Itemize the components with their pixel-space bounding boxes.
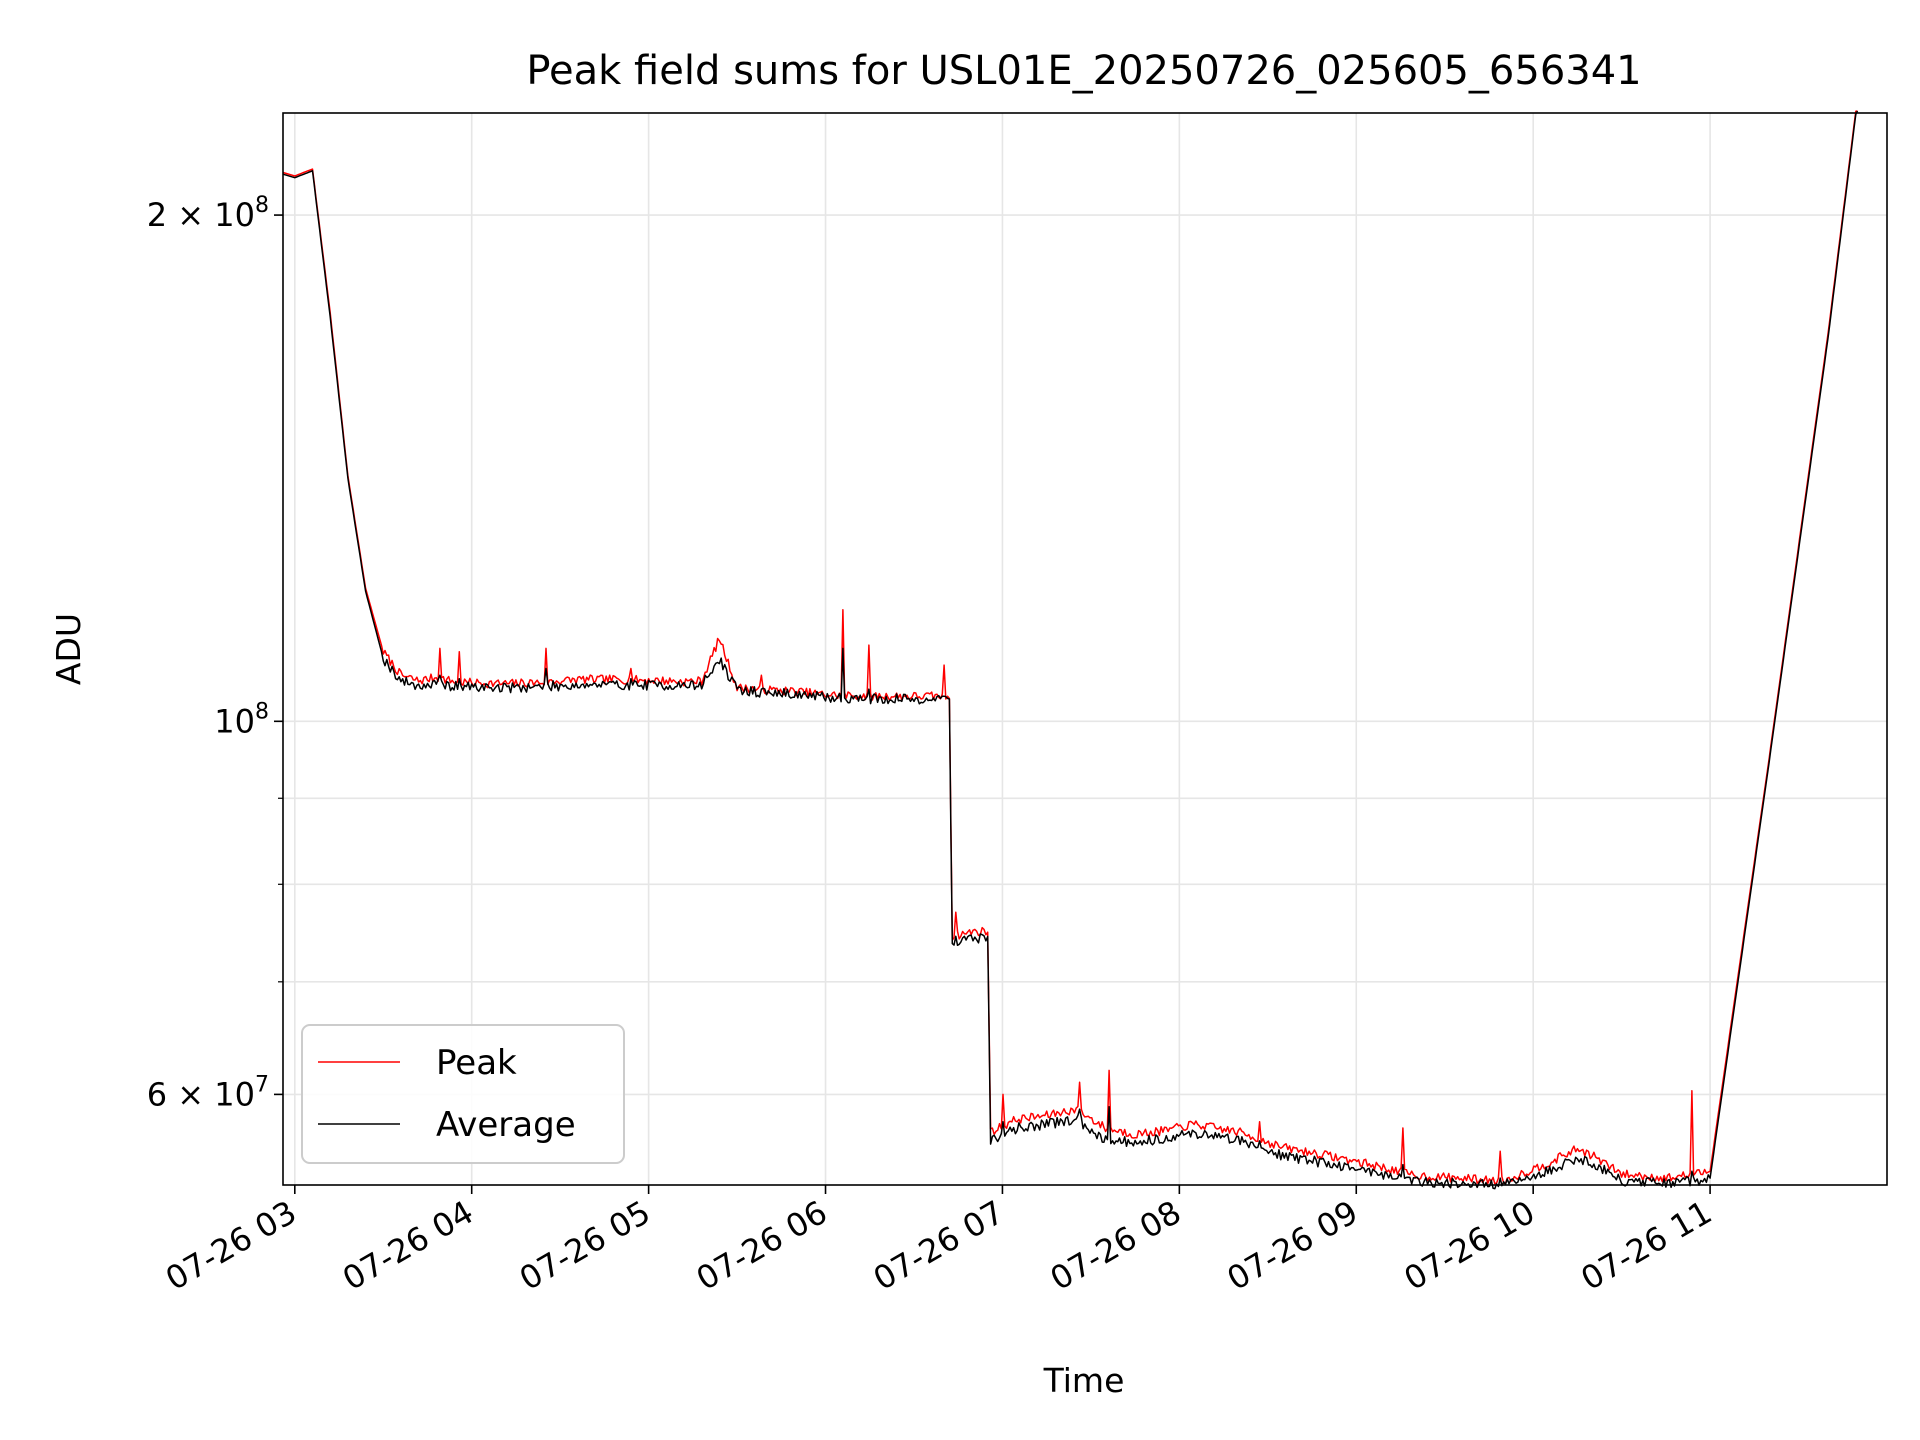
chart-title: Peak field sums for USL01E_20250726_0256… [526,48,1641,94]
y-tick-label: 108 [214,699,269,740]
y-axis-label: ADU [49,613,88,685]
plot-frame [282,112,1888,1186]
series-layer [282,110,1859,1190]
y-tick-label: 2 × 108 [147,193,269,234]
legend-box [301,1024,625,1164]
legend-label-average: Average [436,1105,576,1145]
x-axis-label: Time [1043,1361,1125,1400]
legend-label-peak: Peak [436,1043,517,1083]
y-tick-label: 6 × 107 [147,1072,269,1113]
series-line-average [282,110,1859,1190]
legend: Peak Average [301,1024,625,1164]
grid [283,113,1887,1185]
series-line-peak [282,110,1858,1185]
